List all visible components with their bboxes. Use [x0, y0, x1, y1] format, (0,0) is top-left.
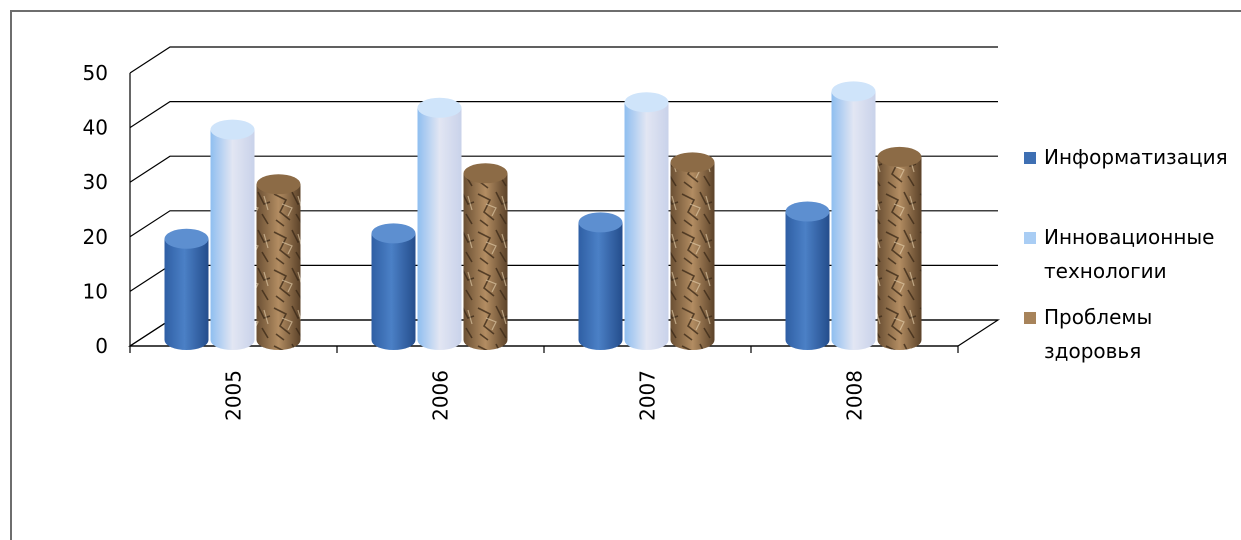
- bar: [578, 212, 623, 350]
- legend-label: Информатизация: [1044, 145, 1228, 169]
- gridline-30: [129, 155, 998, 183]
- bar-texture: [463, 173, 508, 350]
- x-tick-label: 2006: [429, 370, 453, 421]
- bar-texture: [256, 184, 301, 350]
- x-tick-label: 2007: [636, 370, 660, 421]
- bar-body: [624, 102, 669, 350]
- x-tick-label: 2008: [843, 370, 867, 421]
- bar-top: [624, 92, 669, 113]
- bar-body: [785, 211, 830, 350]
- bar-top: [371, 223, 416, 244]
- bar-texture: [670, 162, 715, 350]
- bar: [877, 146, 922, 350]
- y-tick-label: 20: [83, 225, 108, 249]
- bar-body: [578, 222, 623, 350]
- y-tick-label: 10: [83, 279, 108, 303]
- y-tick-label: 40: [83, 116, 108, 140]
- bar-body: [371, 233, 416, 350]
- bar-top: [670, 152, 715, 173]
- bar-top: [578, 212, 623, 233]
- gridline-50: [129, 46, 998, 74]
- chart-plot: 0 10 20 30 40 50 2005 2006 2007 2008 Информатизац…: [83, 46, 1228, 421]
- legend-swatch: [1024, 232, 1036, 244]
- legend-label: Проблемы: [1044, 305, 1152, 329]
- bar: [785, 201, 830, 350]
- bar-top: [877, 146, 922, 167]
- gridline-20: [129, 210, 998, 238]
- gridline-40: [129, 101, 998, 129]
- y-tick-label: 0: [95, 334, 108, 358]
- chart-frame: [10, 10, 1241, 540]
- bar-top: [831, 81, 876, 102]
- bar: [210, 119, 255, 350]
- legend-label: Инновационные: [1044, 225, 1215, 249]
- bar-top: [256, 174, 301, 195]
- bar-top: [210, 119, 255, 140]
- bar-top: [785, 201, 830, 222]
- bar: [164, 228, 209, 350]
- legend-label: технологии: [1044, 259, 1167, 283]
- bar-top: [417, 97, 462, 118]
- bar-top: [463, 163, 508, 184]
- y-tick-label: 50: [83, 61, 108, 85]
- bar: [831, 81, 876, 350]
- bar-body: [210, 129, 255, 350]
- bar: [256, 174, 301, 350]
- bar-body: [164, 238, 209, 350]
- bar-body: [831, 91, 876, 350]
- bar: [371, 223, 416, 350]
- legend-swatch: [1024, 312, 1036, 324]
- bar: [624, 92, 669, 350]
- bar: [670, 152, 715, 350]
- bar-body: [417, 107, 462, 350]
- bar: [463, 163, 508, 350]
- legend-label: здоровья: [1044, 339, 1141, 363]
- x-tick-label: 2005: [222, 370, 246, 421]
- bar-top: [164, 228, 209, 249]
- legend-swatch: [1024, 152, 1036, 164]
- bar: [417, 97, 462, 350]
- y-tick-label: 30: [83, 170, 108, 194]
- bar-texture: [877, 156, 922, 350]
